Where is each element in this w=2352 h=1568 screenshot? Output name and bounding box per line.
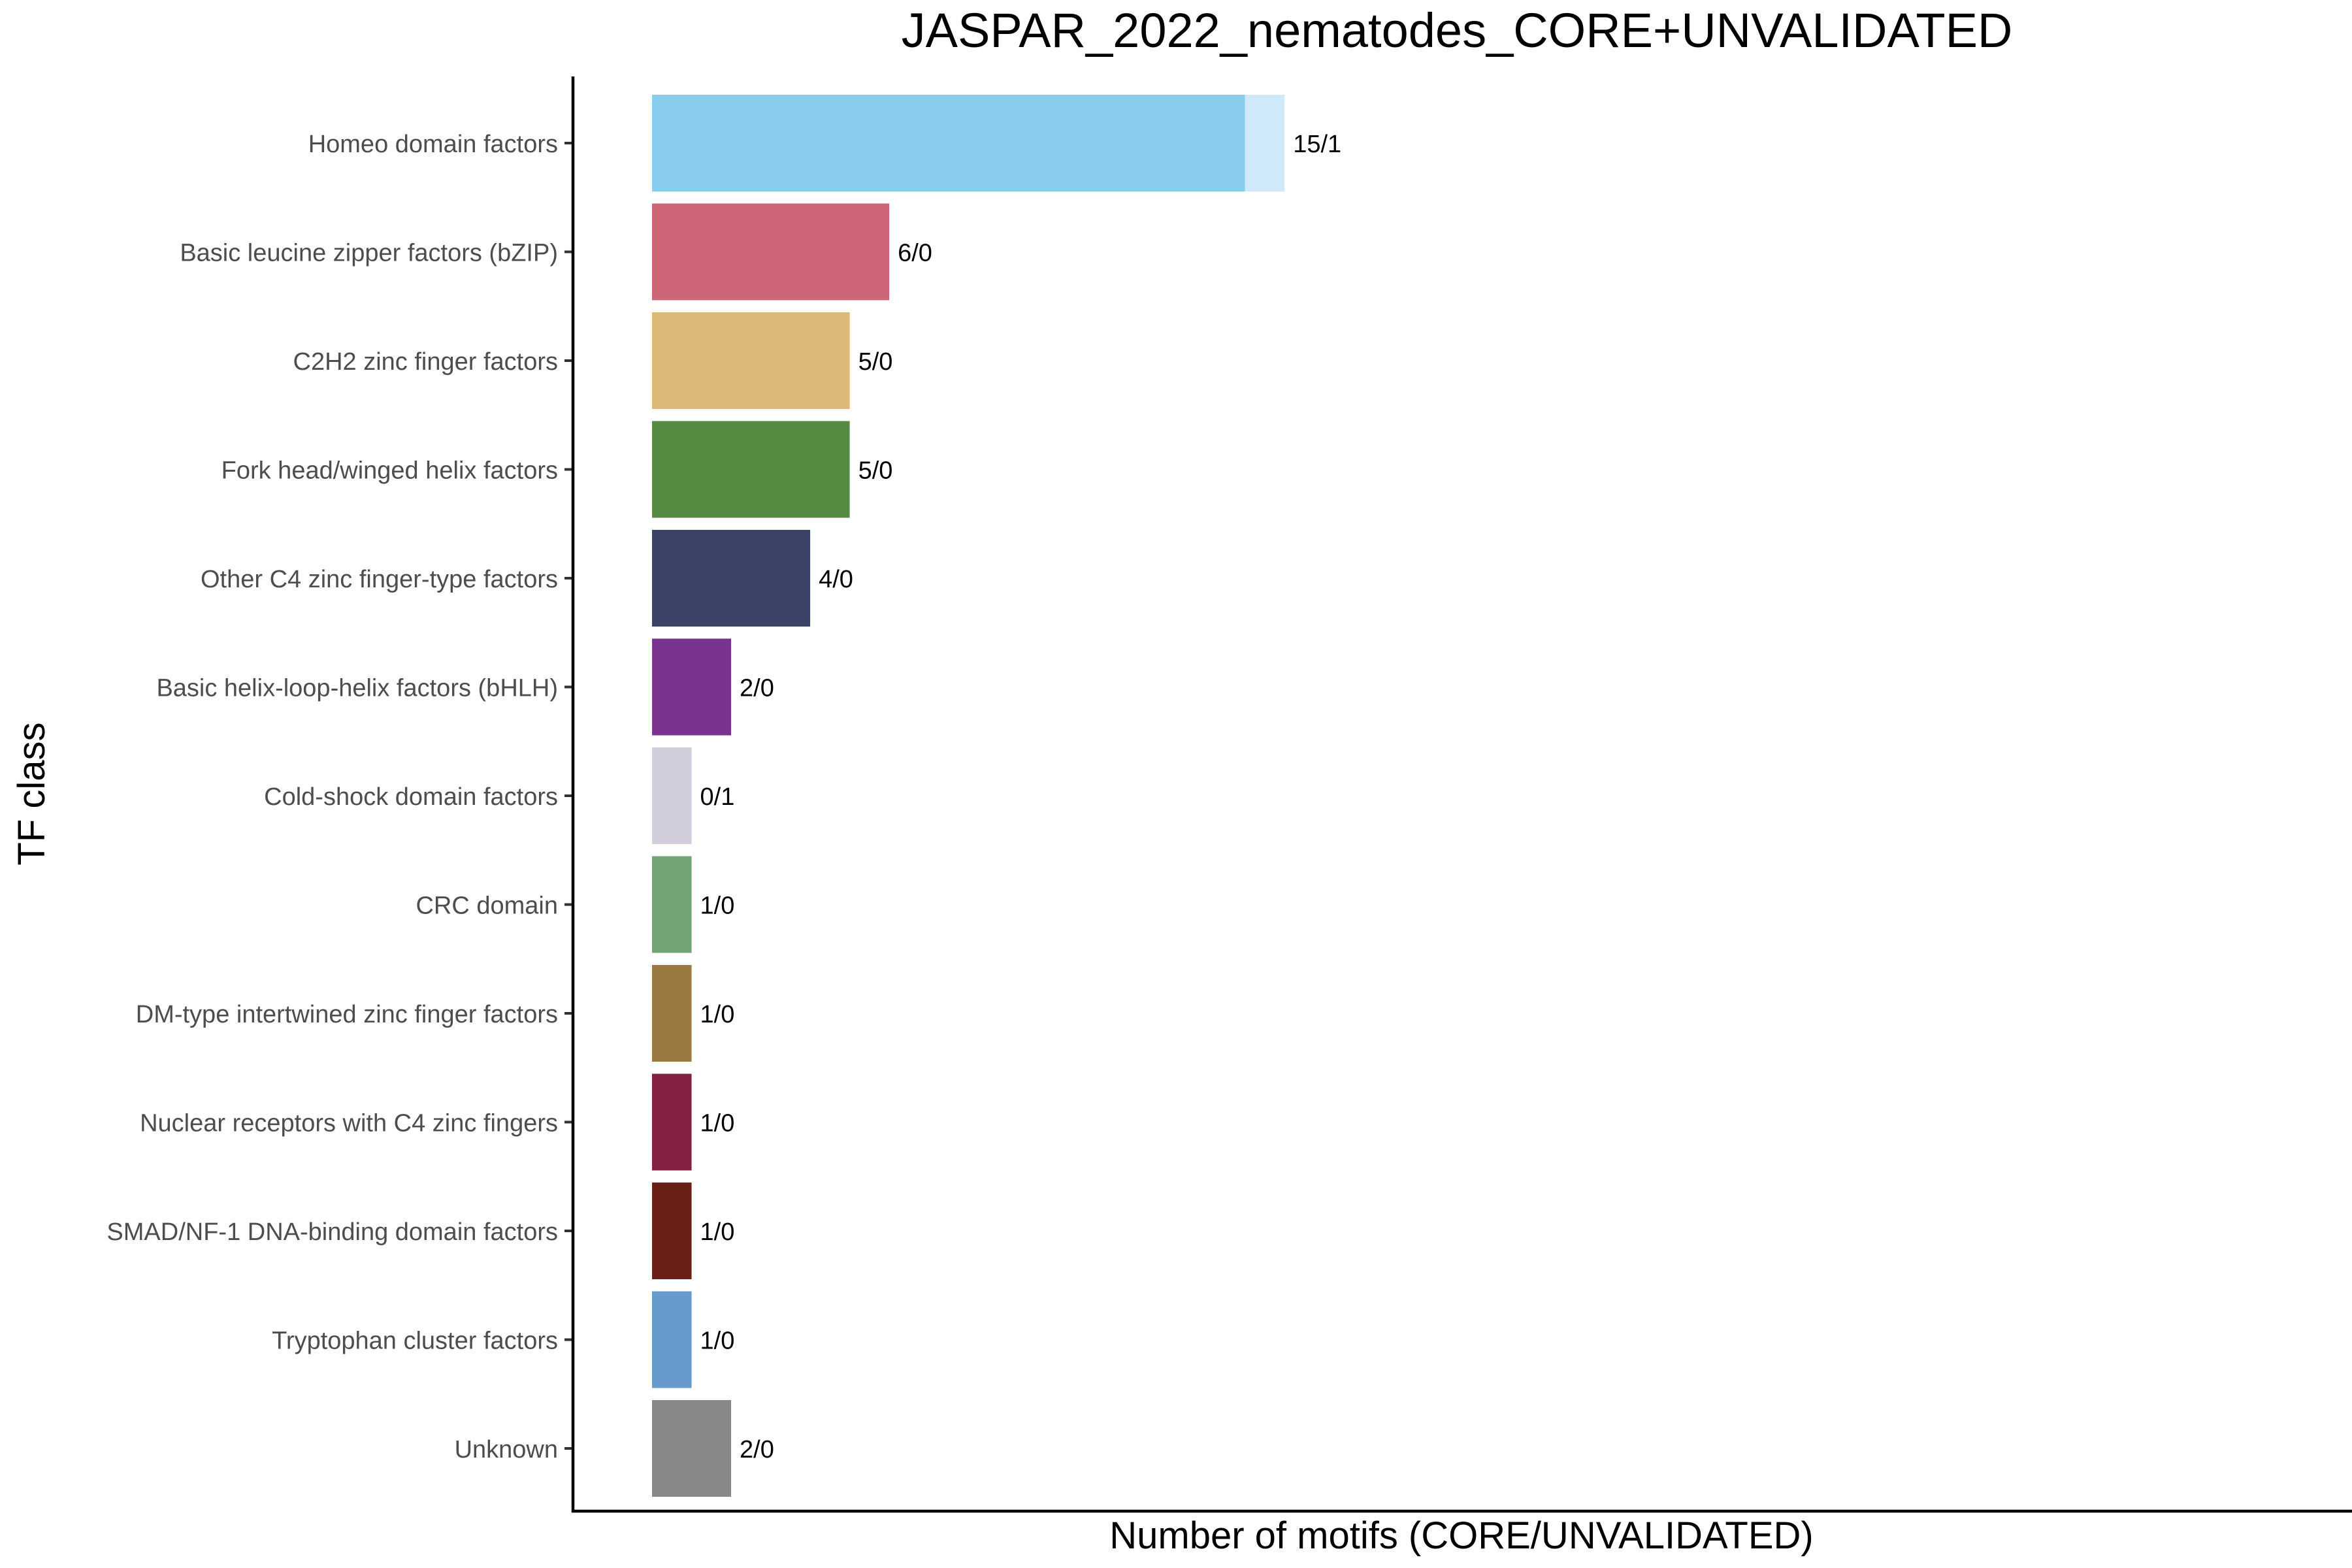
- y-tick-label: DM-type intertwined zinc finger factors: [136, 1001, 558, 1028]
- bar-unvalidated-0: [1245, 95, 1285, 191]
- bar-value-label: 4/0: [819, 566, 853, 593]
- y-tick-label: Nuclear receptors with C4 zinc fingers: [140, 1110, 558, 1137]
- bar-unvalidated-6: [652, 747, 692, 844]
- y-axis-ticks: Homeo domain factors Basic leucine zipper…: [106, 131, 573, 1463]
- y-tick-label: SMAD/NF-1 DNA-binding domain factors: [106, 1218, 558, 1246]
- y-axis-title: TF class: [10, 722, 53, 865]
- y-tick-label: Tryptophan cluster factors: [272, 1328, 558, 1355]
- bar-value-label: 2/0: [740, 675, 774, 702]
- y-tick-label: Basic leucine zipper factors (bZIP): [180, 240, 558, 267]
- bar-core-0: [652, 95, 1245, 191]
- bar-core-9: [652, 1073, 692, 1171]
- y-tick-label: Other C4 zinc finger-type factors: [201, 566, 558, 593]
- y-tick-label: C2H2 zinc finger factors: [293, 348, 559, 376]
- data-labels-layer: 15/1 6/0 5/0 5/0 4/0 2/0 0/1 1/0 1/0 1/0 1/0 1/0 2/0: [700, 131, 1342, 1463]
- y-tick-label: CRC domain: [416, 892, 558, 920]
- bars-layer: [652, 95, 1285, 1497]
- bar-core-2: [652, 312, 850, 409]
- bar-core-8: [652, 965, 692, 1062]
- bar-value-label: 1/0: [700, 892, 735, 920]
- bar-value-label: 1/0: [700, 1328, 735, 1355]
- bar-core-1: [652, 203, 890, 301]
- bar-value-label: 15/1: [1293, 131, 1341, 158]
- bar-core-3: [652, 421, 850, 518]
- bar-value-label: 2/0: [740, 1436, 774, 1463]
- bar-core-10: [652, 1183, 692, 1279]
- bar-value-label: 5/0: [858, 348, 893, 376]
- chart-title: JASPAR_2022_nematodes_CORE+UNVALIDATED: [902, 3, 2013, 57]
- x-axis-title: Number of motifs (CORE/UNVALIDATED): [1109, 1514, 1813, 1557]
- bar-core-5: [652, 638, 732, 736]
- y-tick-label: Homeo domain factors: [308, 131, 558, 158]
- bar-value-label: 5/0: [858, 457, 893, 485]
- bar-core-12: [652, 1400, 732, 1497]
- bar-value-label: 0/1: [700, 783, 735, 811]
- y-tick-label: Unknown: [455, 1436, 558, 1463]
- y-tick-label: Cold-shock domain factors: [264, 783, 558, 811]
- bar-value-label: 1/0: [700, 1110, 735, 1137]
- bar-core-11: [652, 1291, 692, 1388]
- bar-core-4: [652, 530, 811, 627]
- bar-value-label: 1/0: [700, 1001, 735, 1028]
- y-tick-label: Basic helix-loop-helix factors (bHLH): [156, 675, 558, 702]
- y-tick-label: Fork head/winged helix factors: [221, 457, 558, 485]
- bar-core-7: [652, 856, 692, 953]
- bar-value-label: 1/0: [700, 1218, 735, 1246]
- bar-value-label: 6/0: [898, 240, 932, 267]
